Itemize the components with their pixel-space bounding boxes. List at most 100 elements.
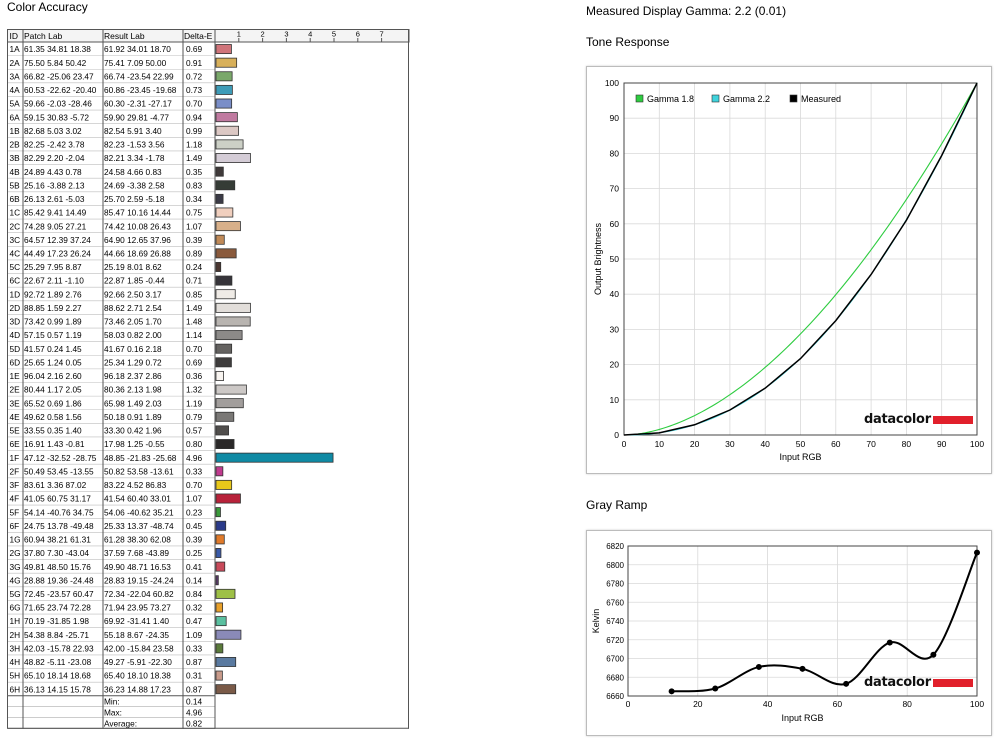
gray-ramp-chart: 0 20 40 60 80 100 6660 6680 6700 6720 6740 6760 6780… xyxy=(591,542,984,723)
y-tick-label: 40 xyxy=(610,289,620,299)
row-id: 6A xyxy=(10,112,21,122)
table-row: 4G 28.88 19.36 -24.48 28.83 19.15 -24.24 0.… xyxy=(7,575,219,588)
row-id: 4G xyxy=(10,575,21,585)
summary-label: Average: xyxy=(104,719,137,729)
row-id: 5D xyxy=(10,344,21,354)
row-delta-e: 0.99 xyxy=(186,126,203,136)
row-delta-e: 0.31 xyxy=(186,671,203,681)
row-delta-e: 0.79 xyxy=(186,412,203,422)
x-tick-label: 60 xyxy=(831,439,841,449)
row-result-lab: 82.21 3.34 -1.78 xyxy=(104,153,165,163)
row-id: 3D xyxy=(10,317,21,327)
row-patch-lab: 48.82 -5.11 -23.08 xyxy=(24,657,92,667)
row-patch-lab: 36.13 14.15 15.78 xyxy=(24,684,91,694)
delta-e-bar xyxy=(215,479,233,490)
series-line-gamma-1-8 xyxy=(623,82,978,436)
row-id: 2D xyxy=(10,303,21,313)
header-id: ID xyxy=(10,31,19,41)
row-patch-lab: 75.50 5.84 50.42 xyxy=(24,58,87,68)
table-row: 1F 47.12 -32.52 -28.75 48.85 -21.83 -25.68… xyxy=(7,452,334,465)
row-patch-lab: 96.04 2.16 2.60 xyxy=(24,371,82,381)
table-row: 1C 85.42 9.41 14.49 85.47 10.16 14.44 0.75 xyxy=(7,207,234,220)
row-patch-lab: 66.82 -25.06 23.47 xyxy=(24,71,94,81)
table-row: 6F 24.75 13.78 -49.48 25.33 13.37 -48.74 0.… xyxy=(7,520,227,533)
row-delta-e: 1.09 xyxy=(186,630,203,640)
row-patch-lab: 16.91 1.43 -0.81 xyxy=(24,439,85,449)
delta-e-bar xyxy=(215,180,236,191)
table-row: 6G 71.65 23.74 72.28 71.94 23.95 73.27 0.32 xyxy=(7,602,224,615)
delta-e-bar xyxy=(215,561,226,572)
table-row: 3E 65.52 0.69 1.86 65.98 1.49 2.03 1.19 xyxy=(7,398,244,411)
row-patch-lab: 50.49 53.45 -13.55 xyxy=(24,466,94,476)
row-result-lab: 85.47 10.16 14.44 xyxy=(104,208,171,218)
x-tick-label: 50 xyxy=(796,439,806,449)
table-row: 2E 80.44 1.17 2.05 80.36 2.13 1.98 1.32 xyxy=(7,384,247,397)
row-id: 6H xyxy=(10,684,21,694)
y-tick-label: 6700 xyxy=(606,655,624,664)
table-row: 5C 25.29 7.95 8.87 25.19 8.01 8.62 0.24 xyxy=(7,262,222,274)
kelvin-point xyxy=(974,549,980,556)
delta-e-bar xyxy=(215,398,244,409)
scale-tick-label: 6 xyxy=(356,30,360,39)
delta-e-bar xyxy=(215,370,224,381)
row-patch-lab: 65.10 18.14 18.68 xyxy=(24,671,91,681)
row-delta-e: 0.45 xyxy=(186,521,203,531)
y-tick-label: 6680 xyxy=(606,673,624,682)
y-tick-label: 6660 xyxy=(606,692,624,701)
scale-tick-label: 5 xyxy=(332,30,336,39)
table-row: 4C 44.49 17.23 26.24 44.66 18.69 26.88 0.89 xyxy=(7,248,237,261)
row-patch-lab: 41.57 0.24 1.45 xyxy=(24,344,82,354)
table-row: 1H 70.19 -31.85 1.98 69.92 -31.41 1.40 0.47 xyxy=(7,616,227,628)
row-id: 3G xyxy=(10,562,21,572)
row-id: 2A xyxy=(10,58,21,68)
row-id: 5G xyxy=(10,589,21,599)
row-patch-lab: 54.38 8.84 -25.71 xyxy=(24,630,89,640)
row-delta-e: 0.89 xyxy=(186,249,203,259)
table-row: 3C 64.57 12.39 37.24 64.90 12.65 37.96 0.39 xyxy=(7,234,225,247)
row-id: 5A xyxy=(10,99,21,109)
row-delta-e: 1.07 xyxy=(186,494,203,504)
y-tick-label: 100 xyxy=(605,78,619,88)
row-patch-lab: 71.65 23.74 72.28 xyxy=(24,603,91,613)
datacolor-logo: datacolor xyxy=(864,412,973,427)
table-row: 5H 65.10 18.14 18.68 65.40 18.10 18.38 0.31 xyxy=(7,670,223,683)
y-tick-label: 6760 xyxy=(606,598,624,607)
row-delta-e: 0.34 xyxy=(186,194,203,204)
y-tick-label: 0 xyxy=(614,430,619,440)
row-result-lab: 71.94 23.95 73.27 xyxy=(104,603,171,613)
row-delta-e: 1.07 xyxy=(186,221,203,231)
delta-e-bar xyxy=(215,357,232,368)
legend-label: Gamma 1.8 xyxy=(647,94,694,104)
row-result-lab: 41.54 60.40 33.01 xyxy=(104,494,171,504)
row-id: 3B xyxy=(10,153,21,163)
row-result-lab: 42.00 -15.84 23.58 xyxy=(104,643,174,653)
table-row: 2D 88.85 1.59 2.27 88.62 2.71 2.54 1.49 xyxy=(7,302,251,315)
x-tick-label: 20 xyxy=(693,699,703,709)
row-id: 6G xyxy=(10,603,21,613)
row-result-lab: 72.34 -22.04 60.82 xyxy=(104,589,174,599)
series-line-measured xyxy=(623,82,978,436)
table-row: 6H 36.13 14.15 15.78 36.23 14.88 17.23 0.87 xyxy=(7,684,237,697)
row-patch-lab: 59.66 -2.03 -28.46 xyxy=(24,99,92,109)
table-row: 4A 60.53 -22.62 -20.40 60.86 -23.45 -19.68… xyxy=(7,84,233,97)
table-row: 2F 50.49 53.45 -13.55 50.82 53.58 -13.61 0.… xyxy=(7,466,224,479)
row-delta-e: 1.19 xyxy=(186,398,203,408)
delta-e-bar xyxy=(215,193,224,204)
table-row: 1D 92.72 1.89 2.76 92.66 2.50 3.17 0.85 xyxy=(7,289,236,302)
row-delta-e: 0.33 xyxy=(186,466,203,476)
row-result-lab: 61.92 34.01 18.70 xyxy=(104,44,171,54)
row-patch-lab: 47.12 -32.52 -28.75 xyxy=(24,453,97,463)
row-id: 6C xyxy=(10,276,21,286)
x-axis-label: Input RGB xyxy=(779,452,821,462)
row-delta-e: 1.49 xyxy=(186,153,203,163)
row-result-lab: 60.86 -23.45 -19.68 xyxy=(104,85,177,95)
row-result-lab: 37.59 7.68 -43.89 xyxy=(104,548,169,558)
summary-value: 0.14 xyxy=(186,697,203,707)
row-patch-lab: 33.55 0.35 1.40 xyxy=(24,426,82,436)
row-id: 2C xyxy=(10,221,21,231)
row-id: 5E xyxy=(10,426,21,436)
row-delta-e: 0.25 xyxy=(186,548,203,558)
table-row: 3A 66.82 -25.06 23.47 66.74 -23.54 22.99 0.… xyxy=(7,71,233,84)
row-patch-lab: 82.29 2.20 -2.04 xyxy=(24,153,85,163)
table-row: 1G 60.94 38.21 61.31 61.28 38.30 62.08 0.39 xyxy=(7,534,225,547)
